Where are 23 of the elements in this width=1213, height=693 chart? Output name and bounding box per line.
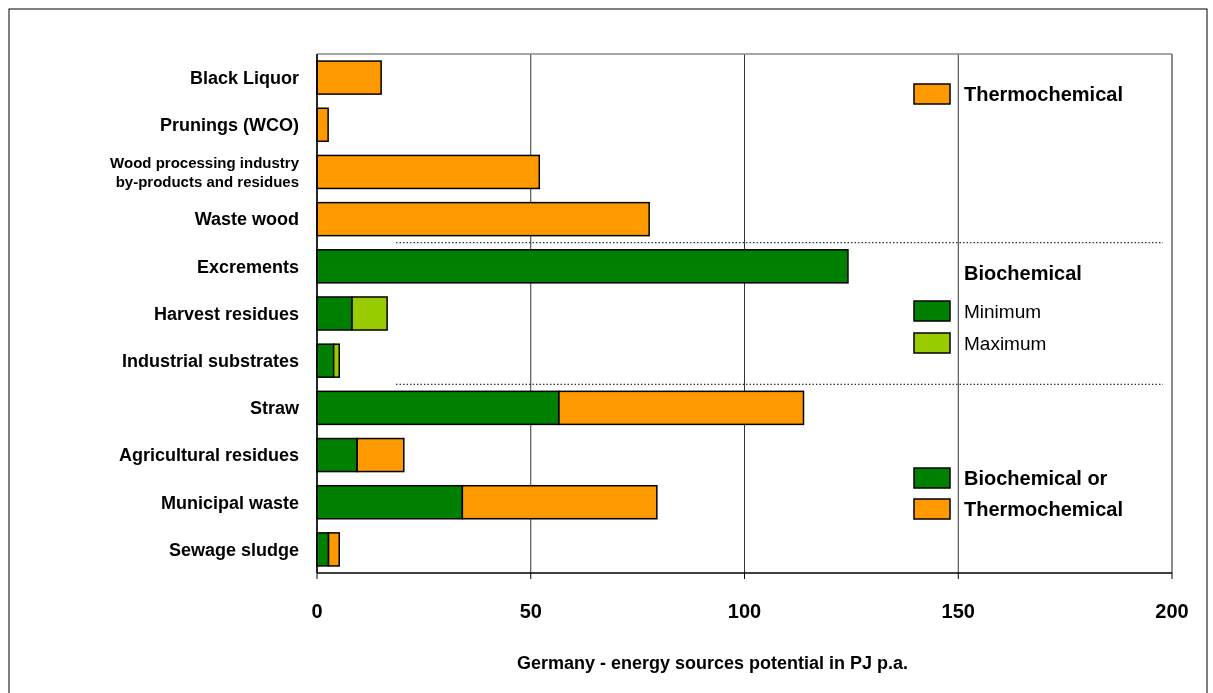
y-tick-label: Industrial substrates xyxy=(121,350,299,371)
y-tick-label: Prunings (WCO) xyxy=(160,115,299,136)
y-tick-label: Sewage sludge xyxy=(168,539,299,560)
legend-label: Minimum xyxy=(964,301,1042,322)
x-tick-label: 100 xyxy=(727,600,762,622)
legend-label: Maximum xyxy=(964,333,1047,354)
y-tick-label: Black Liquor xyxy=(189,67,299,88)
legend-label: Thermochemical xyxy=(964,83,1123,105)
x-tick-label: 150 xyxy=(941,600,975,622)
y-tick-label: Straw xyxy=(249,398,300,419)
legend-label: Thermochemical xyxy=(964,498,1123,520)
y-tick-label: Waste wood xyxy=(194,209,299,230)
x-tick-label: 0 xyxy=(311,600,323,622)
x-tick-label: 50 xyxy=(519,600,542,622)
y-tick-label: Harvest residues xyxy=(153,303,299,324)
y-tick-label: Excrements xyxy=(196,256,299,277)
legend-label: Biochemical or xyxy=(964,467,1108,489)
y-tick-label: Agricultural residues xyxy=(118,445,299,466)
x-tick-label: 200 xyxy=(1155,600,1189,622)
x-axis-title: Germany - energy sources potential in PJ p.a. xyxy=(516,653,909,673)
y-tick-label: Municipal waste xyxy=(160,492,299,513)
annotation: Biochemical xyxy=(964,262,1082,284)
y-tick-label: Wood processing industry by-products and residues xyxy=(110,153,300,190)
